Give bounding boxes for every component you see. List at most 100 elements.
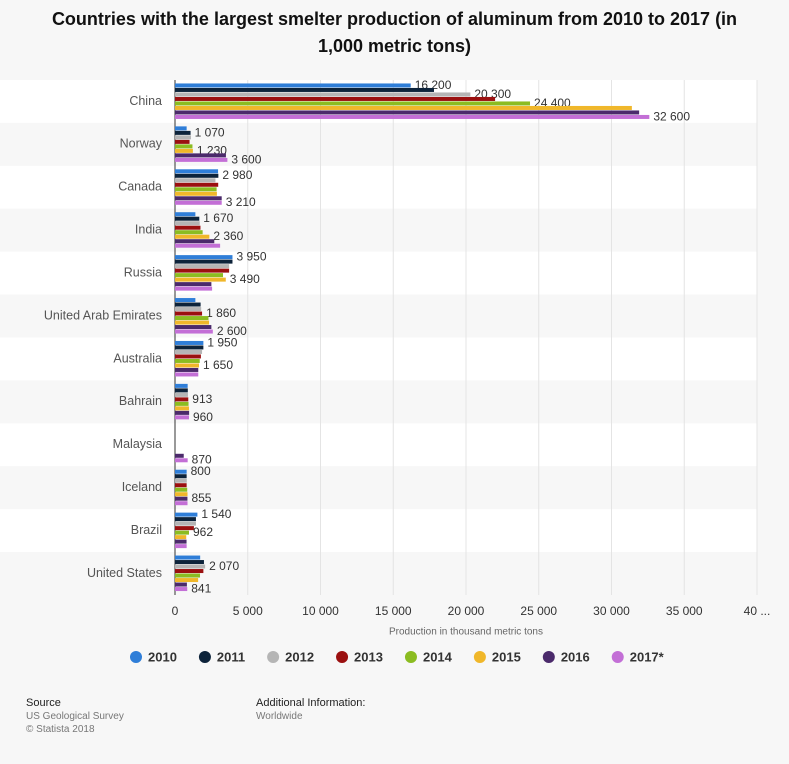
bar — [175, 243, 221, 248]
bar — [175, 329, 213, 334]
bar — [175, 564, 206, 569]
row-stripe — [0, 122, 757, 166]
bar — [175, 225, 201, 230]
bar — [175, 539, 187, 544]
row-stripe — [0, 509, 757, 553]
y-tick-label: Malaysia — [113, 437, 162, 451]
bar — [175, 259, 233, 264]
bar — [175, 474, 187, 479]
bar — [175, 216, 200, 221]
bar — [175, 354, 201, 359]
bar — [175, 383, 188, 388]
bar — [175, 178, 216, 183]
x-tick-label: 25 000 — [520, 604, 557, 618]
bar — [175, 153, 226, 158]
value-label: 841 — [191, 581, 211, 595]
value-label: 3 600 — [231, 152, 261, 166]
value-label: 855 — [191, 491, 211, 505]
bar — [175, 487, 188, 492]
bar — [175, 298, 196, 303]
bar — [175, 196, 222, 201]
bar — [175, 325, 212, 330]
bar — [175, 582, 187, 587]
bar — [175, 191, 217, 196]
bar — [175, 135, 192, 140]
x-axis-label: Production in thousand metric tons — [389, 627, 543, 638]
value-label: 3 210 — [226, 195, 256, 209]
legend-marker — [336, 651, 349, 663]
legend-marker — [198, 651, 211, 663]
y-tick-label: Brazil — [131, 523, 162, 537]
bar — [175, 401, 189, 406]
bar — [175, 83, 411, 88]
row-stripe — [0, 466, 757, 510]
row-stripe — [0, 208, 757, 252]
value-label: 960 — [193, 410, 213, 424]
bar — [175, 478, 187, 483]
value-label: 2 600 — [217, 324, 247, 338]
bar — [175, 458, 188, 463]
source: US Geological Survey — [26, 711, 124, 722]
value-label: 2 980 — [222, 168, 252, 182]
value-label: 1 950 — [207, 335, 237, 349]
bar — [175, 345, 204, 350]
x-tick-label: 35 000 — [666, 604, 703, 618]
bar — [175, 268, 230, 273]
info-block: Additional Information: Worldwide — [256, 697, 365, 723]
bar — [175, 560, 204, 565]
value-label: 1 650 — [203, 358, 233, 372]
bar — [175, 521, 196, 526]
y-tick-label: China — [129, 94, 162, 108]
bar — [175, 182, 219, 187]
row-stripe — [0, 337, 757, 381]
bar — [175, 286, 213, 291]
bar — [175, 410, 190, 415]
bar — [175, 87, 434, 92]
x-tick-label: 15 000 — [375, 604, 412, 618]
row-stripe — [0, 251, 757, 295]
value-label: 800 — [191, 464, 211, 478]
value-label: 1 860 — [206, 306, 236, 320]
legend-label: 2012 — [285, 649, 314, 664]
bar — [175, 255, 233, 260]
bar — [175, 544, 187, 549]
y-tick-label: United States — [87, 566, 162, 580]
value-label: 3 490 — [230, 272, 260, 286]
y-tick-label: Australia — [113, 351, 162, 365]
legend-marker — [611, 651, 624, 663]
bar — [175, 316, 209, 321]
info-title: Additional Information: — [256, 697, 366, 709]
y-tick-label: India — [135, 223, 162, 237]
bar — [175, 307, 202, 312]
y-tick-label: United Arab Emirates — [44, 308, 162, 322]
bar — [175, 311, 203, 316]
row-stripe — [0, 380, 757, 424]
bar — [175, 92, 471, 97]
bar — [175, 415, 189, 420]
value-label: 2 360 — [213, 229, 243, 243]
value-label: 32 600 — [653, 109, 690, 123]
value-label: 870 — [192, 453, 212, 467]
bar — [175, 501, 188, 506]
bar — [175, 388, 188, 393]
value-label: 2 070 — [209, 559, 239, 573]
legend-marker — [130, 651, 142, 663]
legend-label: 2011 — [217, 649, 245, 664]
row-stripe — [0, 294, 757, 338]
legend-label: 2015 — [492, 649, 521, 664]
bar — [175, 320, 210, 325]
value-label: 1 070 — [195, 125, 225, 139]
legend-marker — [267, 651, 280, 663]
bar — [175, 105, 632, 110]
bar — [175, 200, 222, 205]
bar — [175, 101, 531, 106]
bar — [175, 392, 188, 397]
bar — [175, 187, 217, 192]
value-label: 1 540 — [201, 507, 231, 521]
copyright: © Statista 2018 — [26, 724, 95, 735]
bar — [175, 157, 228, 162]
bar — [175, 483, 187, 488]
bar — [175, 302, 201, 307]
